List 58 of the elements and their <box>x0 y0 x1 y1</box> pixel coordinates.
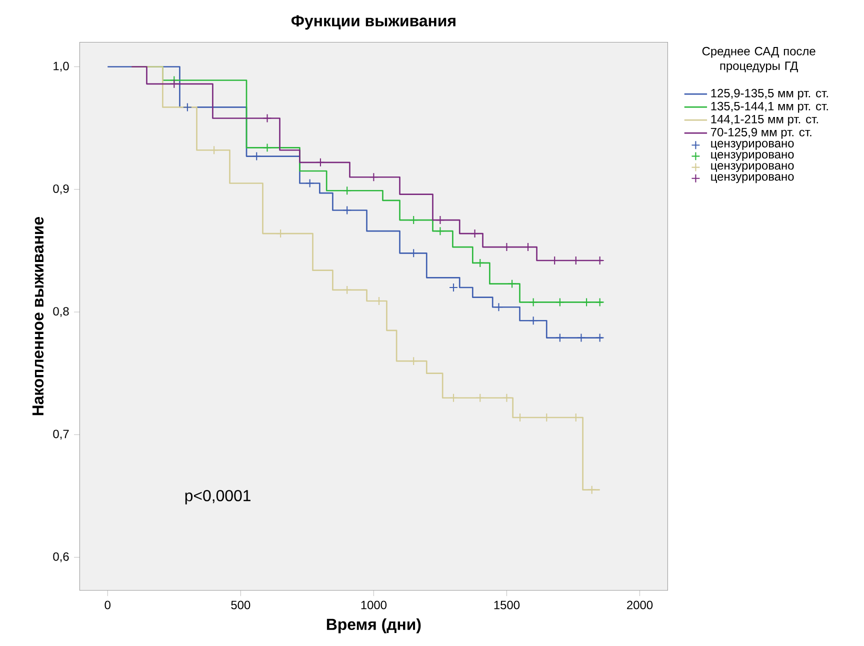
y-tick-label: 0,8 <box>53 307 69 317</box>
point <box>448 393 458 402</box>
legend-title: Среднее САД после процедуры ГД <box>702 46 816 72</box>
point <box>476 258 485 268</box>
x-tick-label: 0 <box>104 600 110 610</box>
point <box>276 228 286 238</box>
x-tick-label: 500 <box>231 600 250 610</box>
point <box>170 79 179 88</box>
point <box>494 302 504 312</box>
x-axis-title: Время (дни) <box>326 618 421 634</box>
legend-label: цензурировано <box>711 163 794 172</box>
point <box>262 114 272 123</box>
y-axis-title: Накопленное выживание <box>32 216 44 416</box>
point <box>252 152 262 161</box>
point <box>582 298 592 307</box>
point <box>436 226 445 236</box>
point <box>210 146 219 155</box>
point <box>436 215 445 225</box>
point <box>342 285 352 294</box>
legend-label: 125,9-135,5 мм рт. ст. <box>711 88 828 100</box>
point <box>502 393 512 402</box>
point <box>528 298 538 307</box>
point <box>305 178 314 188</box>
legend-label: 135,5-144,1 мм рт. ст. <box>711 102 828 113</box>
point <box>595 298 604 307</box>
point <box>369 172 378 182</box>
point <box>409 356 418 366</box>
legend-label: 70-125,9 мм рт. ст. <box>710 128 812 139</box>
annotation: p<0,0001 <box>185 490 250 504</box>
legend-label: 144,1-215 мм рт. ст. <box>711 114 818 126</box>
x-tick-label: 1500 <box>494 600 520 610</box>
point <box>595 333 604 342</box>
point <box>262 143 272 152</box>
legend-label: цензурировано <box>711 174 794 184</box>
point <box>508 279 517 288</box>
y-tick-label: 0,6 <box>53 552 69 562</box>
point <box>528 316 538 326</box>
point <box>476 393 485 402</box>
legend-label: цензурировано <box>711 140 794 150</box>
x-tick-label: 1000 <box>361 600 387 610</box>
chart-title: Функции выживания <box>291 15 456 30</box>
point <box>448 282 458 292</box>
point <box>342 186 352 196</box>
point <box>342 206 352 215</box>
point <box>182 102 192 112</box>
point <box>576 333 586 342</box>
y-tick-label: 1,0 <box>54 62 69 72</box>
point <box>409 215 418 225</box>
point <box>555 333 564 342</box>
y-tick-label: 0,7 <box>53 430 69 440</box>
x-tick-label: 2000 <box>627 600 653 610</box>
point <box>470 228 480 238</box>
point <box>587 485 596 494</box>
point <box>316 158 325 167</box>
point <box>409 248 418 258</box>
point <box>555 298 564 307</box>
y-tick-label: 0,9 <box>53 184 69 194</box>
legend-label: цензурировано <box>711 152 794 161</box>
